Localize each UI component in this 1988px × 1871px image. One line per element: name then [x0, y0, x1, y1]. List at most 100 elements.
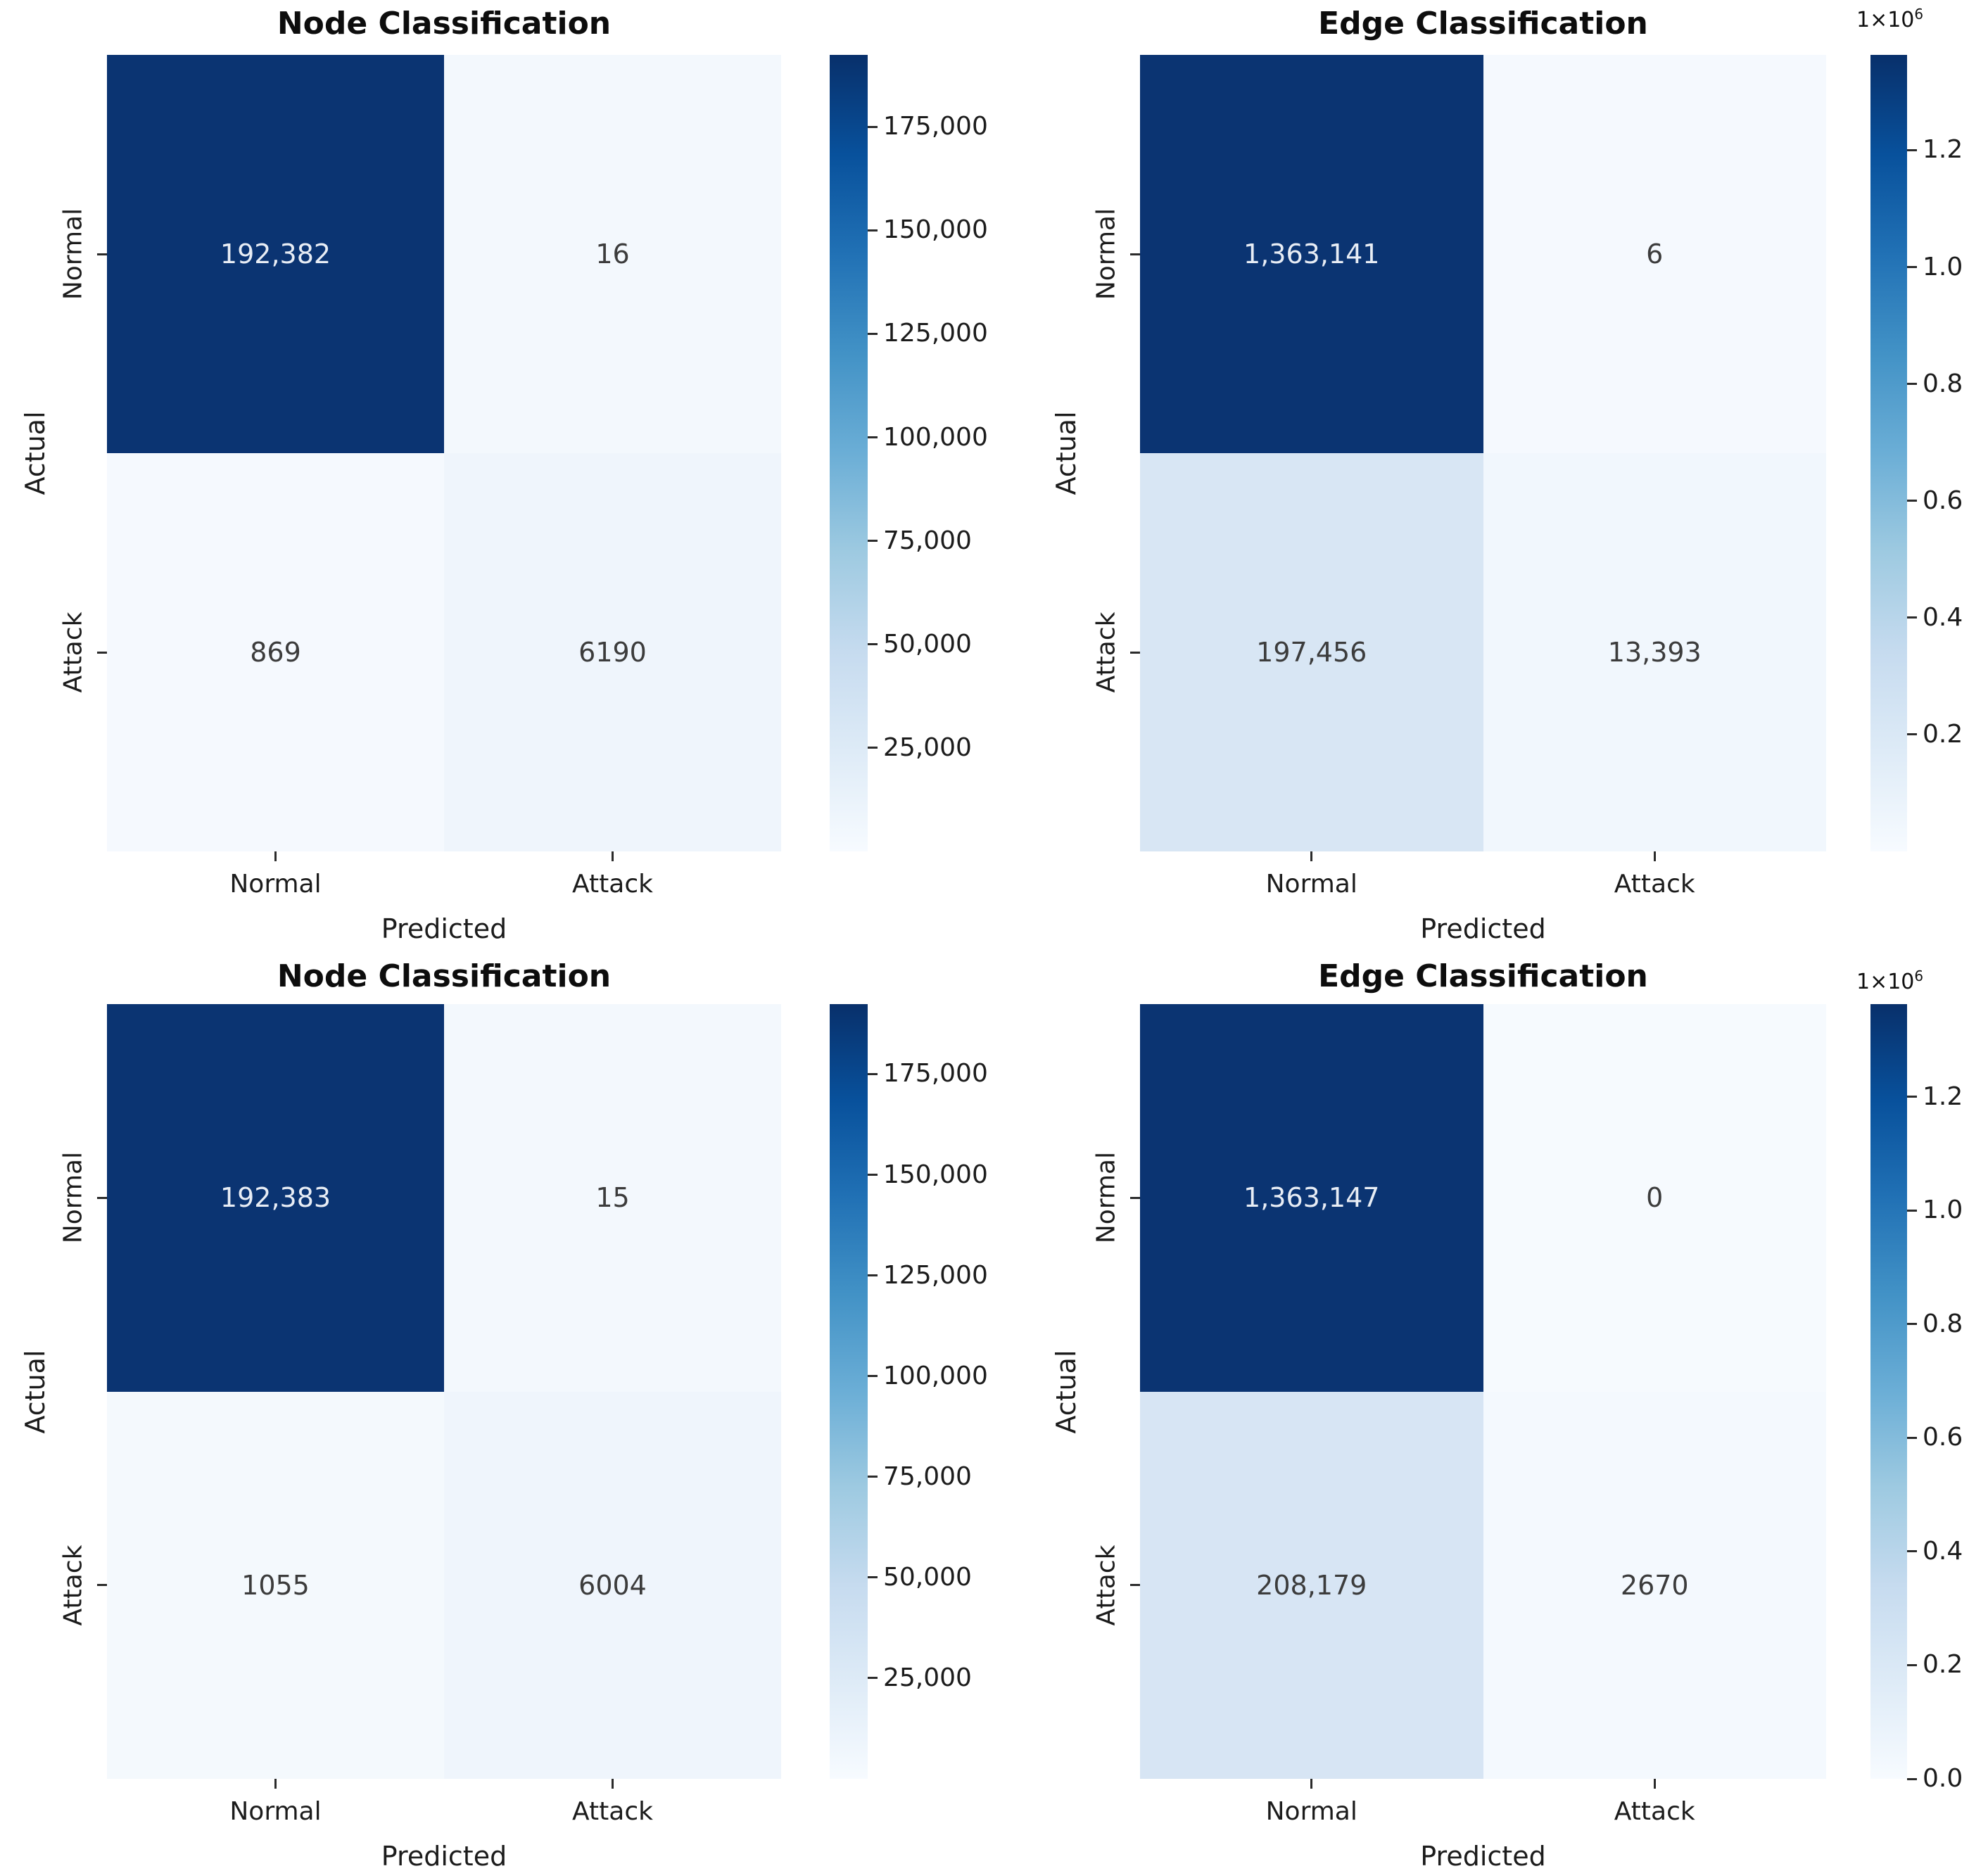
- colorbar-tick-mark: [1907, 148, 1917, 151]
- confusion-matrix-subplot-4: Edge Classification 1,363,147 0 208,179 267…: [994, 936, 1987, 1871]
- colorbar-offset-label: 1×106: [1856, 968, 1924, 994]
- matrix-cell-normal-normal: 192,383: [107, 1004, 444, 1392]
- colorbar-tick-label: 0.0: [1923, 1764, 1963, 1793]
- colorbar-tick-label: 100,000: [883, 422, 988, 452]
- colorbar-tick-mark: [1907, 383, 1917, 386]
- colorbar-tick-label: 0.6: [1923, 486, 1963, 515]
- x-axis-label: Predicted: [381, 1841, 507, 1871]
- y-tick-label-normal: Normal: [58, 1152, 88, 1244]
- matrix-cell-normal-normal: 192,382: [107, 55, 444, 453]
- matrix-cell-normal-attack: 0: [1483, 1004, 1826, 1392]
- cell-value: 192,383: [220, 1182, 331, 1214]
- colorbar-tick-mark: [868, 1274, 878, 1277]
- colorbar-offset-label: 1×106: [1856, 6, 1924, 32]
- matrix-cell-normal-attack: 16: [444, 55, 781, 453]
- colorbar-tick-label: 1.0: [1923, 1195, 1963, 1225]
- colorbar-tick-mark: [1907, 1550, 1917, 1553]
- cell-value: 208,179: [1256, 1569, 1367, 1601]
- matrix-cell-attack-attack: 6004: [444, 1391, 781, 1779]
- matrix-cell-normal-attack: 6: [1483, 55, 1826, 453]
- y-tick-label-attack: Attack: [58, 611, 88, 693]
- cell-value: 16: [595, 239, 630, 269]
- cell-value: 869: [250, 637, 301, 668]
- colorbar: [1870, 1004, 1907, 1779]
- heatmap: 192,383 15 1055 6004: [107, 1004, 781, 1779]
- colorbar-tick-mark: [1907, 500, 1917, 502]
- y-tick-label-normal: Normal: [1091, 208, 1121, 300]
- colorbar-tick-mark: [868, 125, 878, 128]
- colorbar-tick-label: 150,000: [883, 1160, 988, 1189]
- colorbar-tick-label: 50,000: [883, 629, 972, 659]
- subplot-title: Node Classification: [277, 958, 612, 994]
- x-tick-label-attack: Attack: [1614, 1797, 1695, 1826]
- heatmap: 1,363,141 6 197,456 13,393: [1140, 55, 1826, 851]
- colorbar-tick-label: 75,000: [883, 526, 972, 555]
- colorbar-tick-label: 125,000: [883, 319, 988, 348]
- colorbar-tick-mark: [868, 229, 878, 232]
- x-tick-mark: [1653, 851, 1656, 861]
- matrix-cell-attack-attack: 13,393: [1483, 453, 1826, 851]
- x-tick-mark: [1310, 851, 1313, 861]
- matrix-cell-attack-attack: 6190: [444, 453, 781, 851]
- matrix-cell-normal-normal: 1,363,147: [1140, 1004, 1483, 1392]
- colorbar-tick-label: 150,000: [883, 215, 988, 245]
- colorbar-tick-label: 0.8: [1923, 1309, 1963, 1338]
- x-tick-label-attack: Attack: [572, 1797, 653, 1826]
- subplot-title: Node Classification: [277, 6, 612, 42]
- colorbar-tick-mark: [868, 332, 878, 335]
- colorbar-tick-mark: [868, 747, 878, 749]
- cell-value: 6004: [578, 1569, 647, 1601]
- y-tick-label-attack: Attack: [58, 1545, 88, 1626]
- colorbar-tick-label: 0.8: [1923, 369, 1963, 398]
- matrix-cell-attack-normal: 1055: [107, 1391, 444, 1779]
- cell-value: 13,393: [1607, 637, 1702, 668]
- colorbar-tick-mark: [868, 1677, 878, 1680]
- x-axis-label: Predicted: [381, 913, 507, 944]
- x-axis-label: Predicted: [1420, 913, 1546, 944]
- y-tick-mark: [97, 1196, 107, 1199]
- cell-value: 2670: [1620, 1569, 1689, 1601]
- colorbar-tick-mark: [1907, 1096, 1917, 1098]
- matrix-cell-attack-normal: 208,179: [1140, 1391, 1483, 1779]
- colorbar-tick-mark: [1907, 266, 1917, 269]
- colorbar-tick-label: 175,000: [883, 112, 988, 141]
- colorbar: [830, 1004, 868, 1779]
- colorbar-tick-label: 25,000: [883, 1663, 972, 1692]
- colorbar-tick-mark: [868, 1375, 878, 1378]
- y-tick-label-attack: Attack: [1091, 1545, 1121, 1626]
- colorbar-tick-label: 25,000: [883, 732, 972, 762]
- colorbar-tick-mark: [1907, 1777, 1917, 1780]
- y-axis-label: Actual: [1051, 1349, 1082, 1434]
- x-tick-mark: [1310, 1779, 1313, 1789]
- colorbar-tick-label: 125,000: [883, 1260, 988, 1290]
- heatmap: 192,382 16 869 6190: [107, 55, 781, 851]
- colorbar-tick-mark: [1907, 1436, 1917, 1439]
- cell-value: 0: [1646, 1182, 1664, 1214]
- x-tick-mark: [1653, 1779, 1656, 1789]
- y-tick-mark: [1130, 253, 1140, 255]
- confusion-matrix-subplot-1: Node Classification 192,382 16 869 6190 Act…: [0, 0, 994, 944]
- x-tick-mark: [274, 851, 277, 861]
- y-tick-mark: [97, 253, 107, 255]
- x-axis-label: Predicted: [1420, 1841, 1546, 1871]
- colorbar-tick-mark: [1907, 1323, 1917, 1326]
- colorbar-tick-label: 1.2: [1923, 135, 1963, 165]
- colorbar-tick-label: 0.4: [1923, 1536, 1963, 1566]
- matrix-cell-attack-normal: 197,456: [1140, 453, 1483, 851]
- matrix-cell-attack-normal: 869: [107, 453, 444, 851]
- y-tick-label-attack: Attack: [1091, 611, 1121, 693]
- colorbar-tick-label: 0.4: [1923, 602, 1963, 632]
- cell-value: 6: [1646, 239, 1664, 269]
- cell-value: 6190: [578, 637, 647, 668]
- matrix-cell-normal-attack: 15: [444, 1004, 781, 1392]
- subplot-title: Edge Classification: [1318, 6, 1648, 42]
- y-tick-label-normal: Normal: [1091, 1152, 1121, 1244]
- x-tick-label-normal: Normal: [1265, 870, 1357, 899]
- x-tick-label-normal: Normal: [1265, 1797, 1357, 1826]
- matrix-cell-normal-normal: 1,363,141: [1140, 55, 1483, 453]
- colorbar-tick-label: 100,000: [883, 1361, 988, 1390]
- x-tick-mark: [612, 1779, 614, 1789]
- colorbar-tick-mark: [1907, 616, 1917, 619]
- colorbar-tick-mark: [868, 540, 878, 543]
- colorbar-tick-mark: [868, 1576, 878, 1579]
